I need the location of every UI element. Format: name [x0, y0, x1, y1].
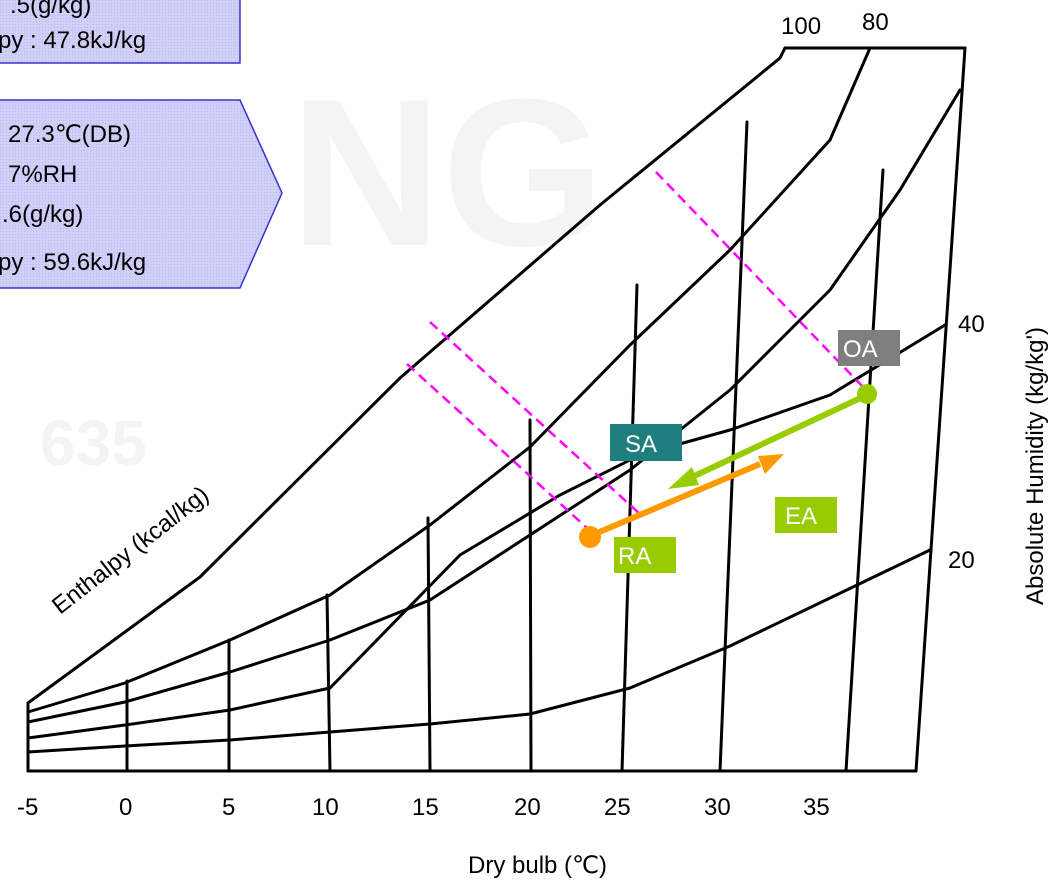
watermark-digits: 635	[40, 407, 147, 479]
dry-bulb-line	[325, 593, 332, 773]
info-box-background	[0, 99, 283, 289]
tag-sa: SA	[610, 424, 682, 461]
x-tick-label: 0	[119, 794, 132, 821]
info-line: .6(g/kg)	[2, 201, 83, 228]
y-tick-label: 20	[948, 547, 975, 574]
right-edge-line	[914, 46, 967, 773]
x-tick-label: 20	[514, 794, 541, 821]
info-box-outdoor-air: 27.3℃(DB) 7%RH .6(g/kg) py : 59.6kJ/kg	[0, 99, 283, 289]
info-line: 7%RH	[8, 161, 77, 188]
dry-bulb-line	[528, 418, 533, 773]
dry-bulb-line	[620, 283, 639, 773]
enthalpy-dash-line	[429, 321, 642, 516]
saturation-curve	[26, 46, 787, 705]
info-line: .5(g/kg)	[10, 0, 91, 19]
rh-curve-20	[26, 548, 932, 754]
tag-sa-background	[610, 424, 682, 461]
dry-bulb-line	[844, 168, 885, 773]
watermark-letters: NG	[290, 55, 605, 290]
info-line: py : 47.8kJ/kg	[0, 27, 146, 54]
enthalpy-axis-label: Enthalpy (kcal/kg)	[47, 481, 214, 620]
enthalpy-dash-line	[406, 363, 588, 529]
ra-point	[579, 526, 601, 548]
tag-ra-label: RA	[618, 543, 651, 570]
oa-to-sa-arrow	[688, 392, 869, 481]
tag-ea-label: EA	[785, 503, 817, 530]
dry-bulb-line	[718, 120, 749, 773]
info-box-background	[0, 0, 241, 64]
rh-tick-label: 80	[862, 9, 889, 36]
tag-oa-background	[838, 330, 900, 366]
ra-to-ea-arrow	[588, 461, 762, 539]
tag-ra-background	[614, 537, 676, 573]
info-line: py : 59.6kJ/kg	[0, 249, 146, 276]
x-tick-label: 10	[312, 794, 339, 821]
watermark: NG 635	[40, 55, 605, 479]
x-tick-label: 35	[803, 794, 830, 821]
info-box-return-air: .5(g/kg) py : 47.8kJ/kg	[0, 0, 241, 64]
x-tick-label: 5	[222, 794, 235, 821]
tag-sa-label: SA	[625, 431, 657, 458]
rh-curve-40	[26, 323, 947, 740]
x-axis-ticks: -5 0 5 10 15 20 25 30 35	[17, 794, 830, 821]
orange-arrow-head	[758, 454, 784, 474]
rh-tick-label: 100	[781, 13, 821, 40]
y-tick-label: 40	[958, 311, 985, 338]
x-tick-label: 25	[604, 794, 631, 821]
tag-ea-background	[775, 497, 837, 533]
tag-oa-label: OA	[843, 336, 878, 363]
y-axis-title: Absolute Humidity (kg/kg')	[1022, 327, 1049, 605]
tag-ea: EA	[775, 497, 837, 533]
x-tick-label: 30	[704, 794, 731, 821]
oa-point	[857, 384, 877, 404]
process-arrows	[579, 384, 877, 548]
x-tick-label: -5	[17, 794, 38, 821]
rh-curve-80	[26, 46, 872, 714]
info-line: 27.3℃(DB)	[8, 121, 131, 148]
x-axis-title: Dry bulb (℃)	[468, 852, 607, 879]
green-arrow-head	[668, 467, 699, 489]
tag-ra: RA	[614, 537, 676, 573]
tag-oa: OA	[838, 330, 900, 366]
dry-bulb-line	[426, 516, 432, 773]
enthalpy-dash-line	[655, 171, 865, 389]
x-tick-label: 15	[412, 794, 439, 821]
